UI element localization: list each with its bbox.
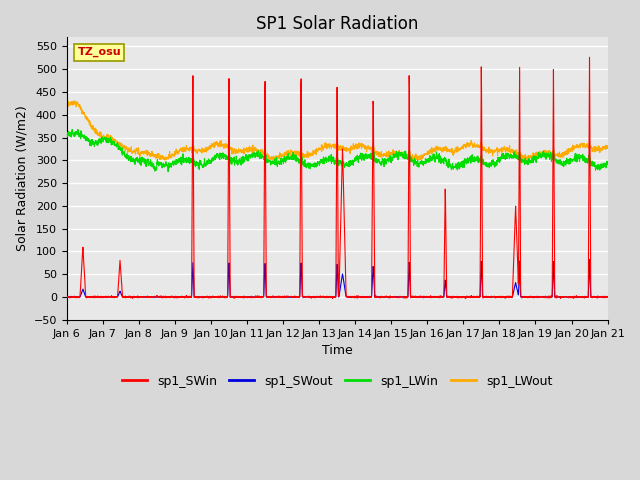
sp1_SWin — [495, 294, 502, 300]
sp1_LWin — [63, 132, 70, 138]
sp1_SWin — [586, 54, 593, 60]
X-axis label: Time: Time — [322, 344, 353, 357]
Line: sp1_SWout: sp1_SWout — [67, 260, 607, 298]
sp1_LWin — [495, 158, 502, 164]
sp1_SWin — [571, 294, 579, 300]
Line: sp1_SWin: sp1_SWin — [67, 57, 607, 299]
sp1_SWin — [63, 294, 70, 300]
sp1_SWout — [571, 294, 579, 300]
sp1_LWout — [495, 148, 502, 154]
Y-axis label: Solar Radiation (W/m2): Solar Radiation (W/m2) — [15, 106, 28, 252]
sp1_SWin — [214, 293, 221, 299]
sp1_SWout — [353, 294, 360, 300]
sp1_SWout — [586, 257, 593, 263]
sp1_LWout — [70, 98, 77, 104]
sp1_SWout — [162, 295, 170, 300]
sp1_LWout — [353, 146, 361, 152]
Line: sp1_LWout: sp1_LWout — [67, 101, 607, 162]
Legend: sp1_SWin, sp1_SWout, sp1_LWin, sp1_LWout: sp1_SWin, sp1_SWout, sp1_LWin, sp1_LWout — [117, 370, 557, 393]
sp1_LWin — [68, 127, 76, 132]
Text: TZ_osu: TZ_osu — [77, 47, 121, 58]
sp1_LWin — [214, 153, 222, 158]
sp1_SWout — [604, 294, 611, 300]
sp1_LWout — [572, 144, 579, 150]
sp1_LWout — [63, 101, 70, 107]
sp1_SWin — [604, 294, 611, 300]
sp1_LWin — [556, 160, 564, 166]
sp1_SWout — [556, 294, 564, 300]
sp1_LWin — [604, 159, 611, 165]
sp1_SWout — [214, 294, 221, 300]
sp1_LWout — [214, 142, 221, 148]
Title: SP1 Solar Radiation: SP1 Solar Radiation — [256, 15, 419, 33]
sp1_LWout — [604, 144, 611, 150]
sp1_SWin — [556, 294, 564, 300]
sp1_LWin — [164, 169, 172, 175]
sp1_SWin — [353, 294, 360, 300]
Line: sp1_LWin: sp1_LWin — [67, 130, 607, 172]
sp1_SWout — [495, 294, 502, 300]
sp1_LWin — [353, 154, 361, 160]
sp1_LWout — [556, 155, 564, 160]
sp1_LWin — [365, 152, 372, 157]
sp1_SWout — [63, 294, 70, 300]
sp1_LWin — [572, 151, 579, 156]
sp1_SWin — [365, 294, 372, 300]
sp1_SWin — [129, 296, 136, 301]
sp1_LWout — [269, 159, 277, 165]
sp1_SWout — [365, 294, 372, 300]
sp1_LWout — [365, 146, 372, 152]
